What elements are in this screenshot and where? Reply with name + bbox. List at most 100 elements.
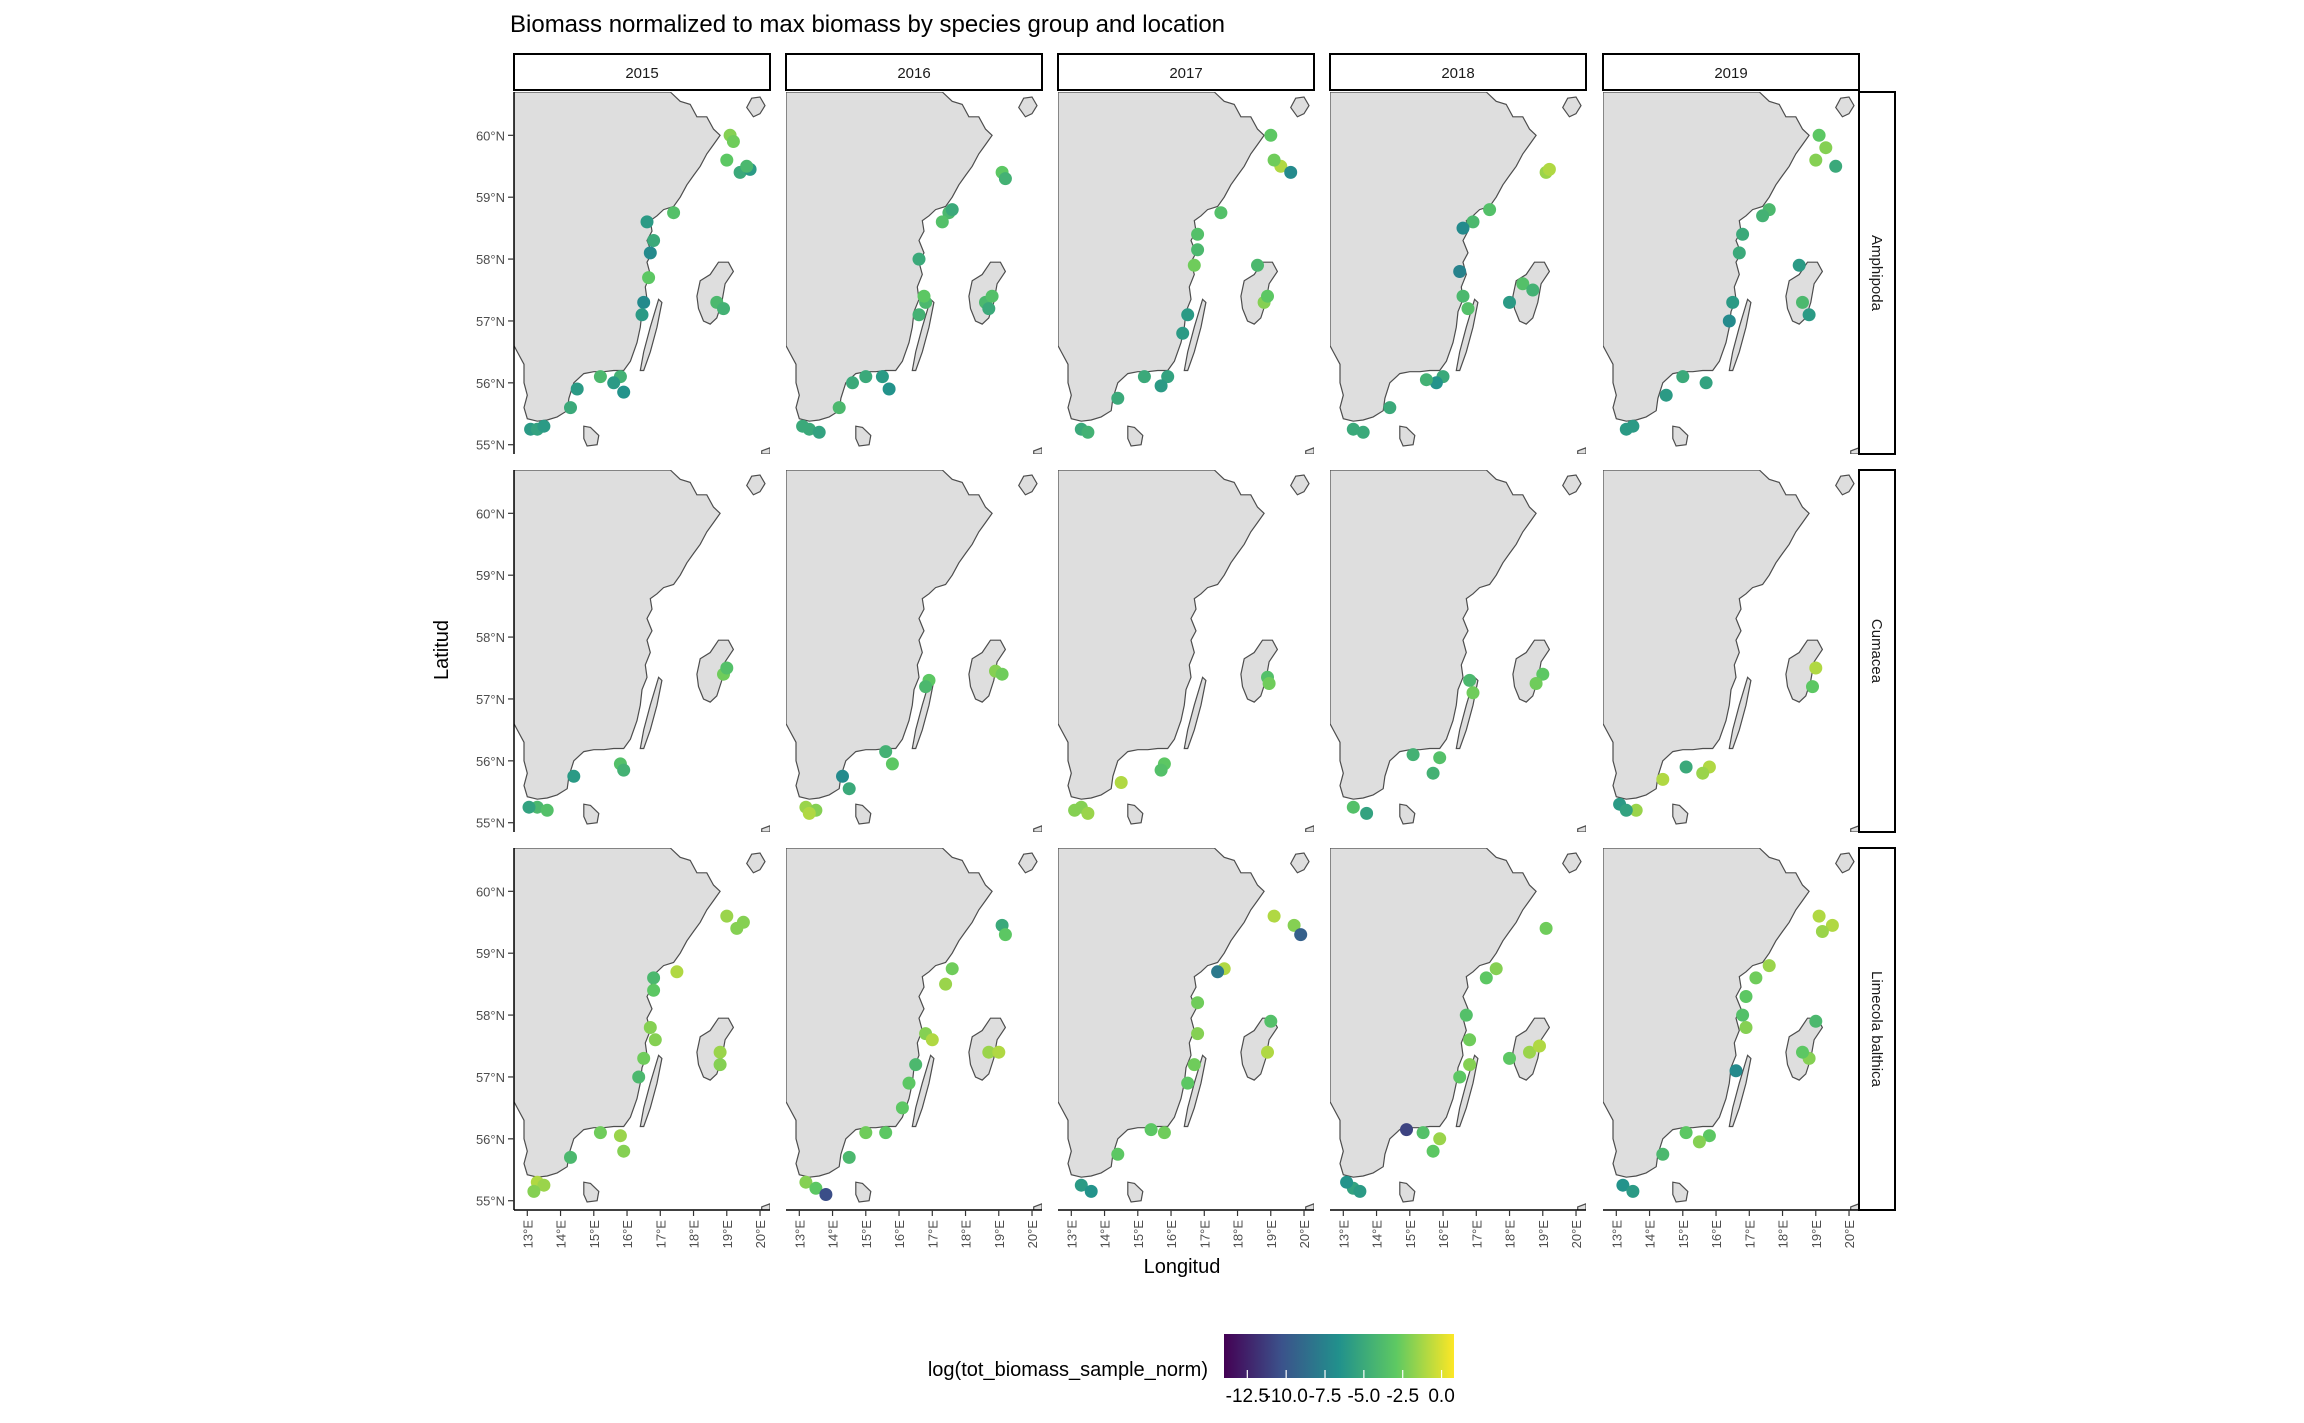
data-point (593, 370, 607, 384)
data-point (593, 1126, 607, 1140)
facet-panel (1058, 848, 1314, 1211)
facet-panel (1603, 92, 1859, 454)
land-layer (1603, 848, 1859, 1210)
year-strip (513, 53, 771, 91)
data-point (637, 295, 651, 309)
data-point (527, 1184, 541, 1198)
data-point (882, 382, 896, 396)
x-tick-label: 14°E (1643, 1220, 1658, 1249)
data-point (1542, 162, 1556, 176)
facet-panel (513, 848, 770, 1211)
x-tick-label: 18°E (959, 1220, 974, 1249)
x-tick-label: 16°E (1709, 1220, 1724, 1249)
data-point (1416, 1126, 1430, 1140)
oland-landmass (1183, 1054, 1207, 1128)
land-layer (1603, 92, 1859, 454)
data-point (912, 308, 926, 322)
mainland-landmass (786, 470, 993, 800)
mainland-landmass (1603, 470, 1810, 800)
data-point (642, 271, 656, 285)
y-tick-label: 59°N (476, 190, 505, 205)
y-tick-label: 57°N (476, 692, 505, 707)
mainland-landmass (1603, 848, 1810, 1178)
data-point (982, 302, 996, 316)
data-points (1346, 667, 1550, 820)
x-tick-label: 17°E (1197, 1220, 1212, 1249)
x-tick-label: 15°E (859, 1220, 874, 1249)
data-point (995, 667, 1009, 681)
data-point (1679, 760, 1693, 774)
data-point (842, 1150, 856, 1164)
data-point (1453, 1070, 1467, 1084)
data-point (1267, 153, 1281, 167)
mainland-landmass (514, 470, 721, 800)
data-point (1214, 206, 1228, 220)
data-point (998, 172, 1012, 186)
x-tick-label: 15°E (1131, 1220, 1146, 1249)
data-point (1463, 1058, 1477, 1072)
data-point (1696, 766, 1710, 780)
x-tick-label: 15°E (587, 1220, 602, 1249)
oland-landmass (911, 298, 935, 372)
data-point (1181, 1076, 1195, 1090)
species-strip (1858, 847, 1896, 1211)
data-point (1284, 165, 1298, 179)
data-point (1466, 686, 1480, 700)
data-point (1360, 806, 1374, 820)
data-point (537, 419, 551, 433)
data-point (1629, 803, 1643, 817)
facet-panel (513, 92, 770, 454)
aland-landmass (1834, 852, 1855, 874)
legend-tick-label: -2.5 (1386, 1386, 1419, 1407)
land-layer (1330, 848, 1586, 1210)
data-point (640, 215, 654, 229)
x-tick-label: 15°E (1403, 1220, 1418, 1249)
data-point (1294, 928, 1308, 942)
data-point (919, 680, 933, 694)
data-points (1074, 128, 1298, 439)
data-point (799, 1175, 813, 1189)
y-axis-title: Latitud (431, 620, 453, 680)
x-tick-label: 17°E (1742, 1220, 1757, 1249)
species-strips: Amphipoda Cumacea Limecola balthica (1858, 91, 1896, 1211)
year-strips: 2015 2016 2017 2018 2019 (513, 53, 1860, 91)
x-tick-label: 16°E (1164, 1220, 1179, 1249)
data-point (1806, 680, 1819, 694)
estonia-landmass (1850, 1203, 1859, 1210)
facet-panel (1330, 848, 1586, 1211)
x-tick-label: 14°E (826, 1220, 841, 1249)
year-strip (1602, 53, 1860, 91)
data-point (1211, 965, 1225, 979)
data-point (819, 1188, 833, 1201)
data-point (809, 1181, 823, 1195)
data-point (1503, 1051, 1516, 1065)
mainland-landmass (1058, 848, 1265, 1178)
data-point (1111, 391, 1125, 405)
data-point (1736, 227, 1750, 241)
data-point (1809, 661, 1823, 675)
data-point (1676, 370, 1690, 384)
aland-landmass (745, 852, 766, 874)
data-points (1613, 661, 1823, 817)
data-point (1526, 283, 1540, 297)
data-points (527, 909, 750, 1198)
data-point (895, 1101, 909, 1115)
data-point (647, 234, 661, 247)
legend-tick-label: 0.0 (1428, 1386, 1454, 1407)
data-point (1656, 772, 1670, 786)
data-point (1456, 289, 1470, 303)
data-point (1251, 258, 1264, 272)
data-point (1809, 153, 1823, 167)
data-point (1489, 962, 1503, 976)
x-tick-label: 18°E (1231, 1220, 1246, 1249)
aland-landmass (1561, 96, 1582, 118)
data-point (717, 302, 730, 316)
data-point (998, 928, 1012, 942)
data-point (832, 401, 846, 415)
data-point (1068, 803, 1082, 817)
data-points (1616, 909, 1839, 1198)
data-point (1353, 1184, 1367, 1198)
data-point (1262, 677, 1276, 690)
data-point (1792, 258, 1806, 272)
